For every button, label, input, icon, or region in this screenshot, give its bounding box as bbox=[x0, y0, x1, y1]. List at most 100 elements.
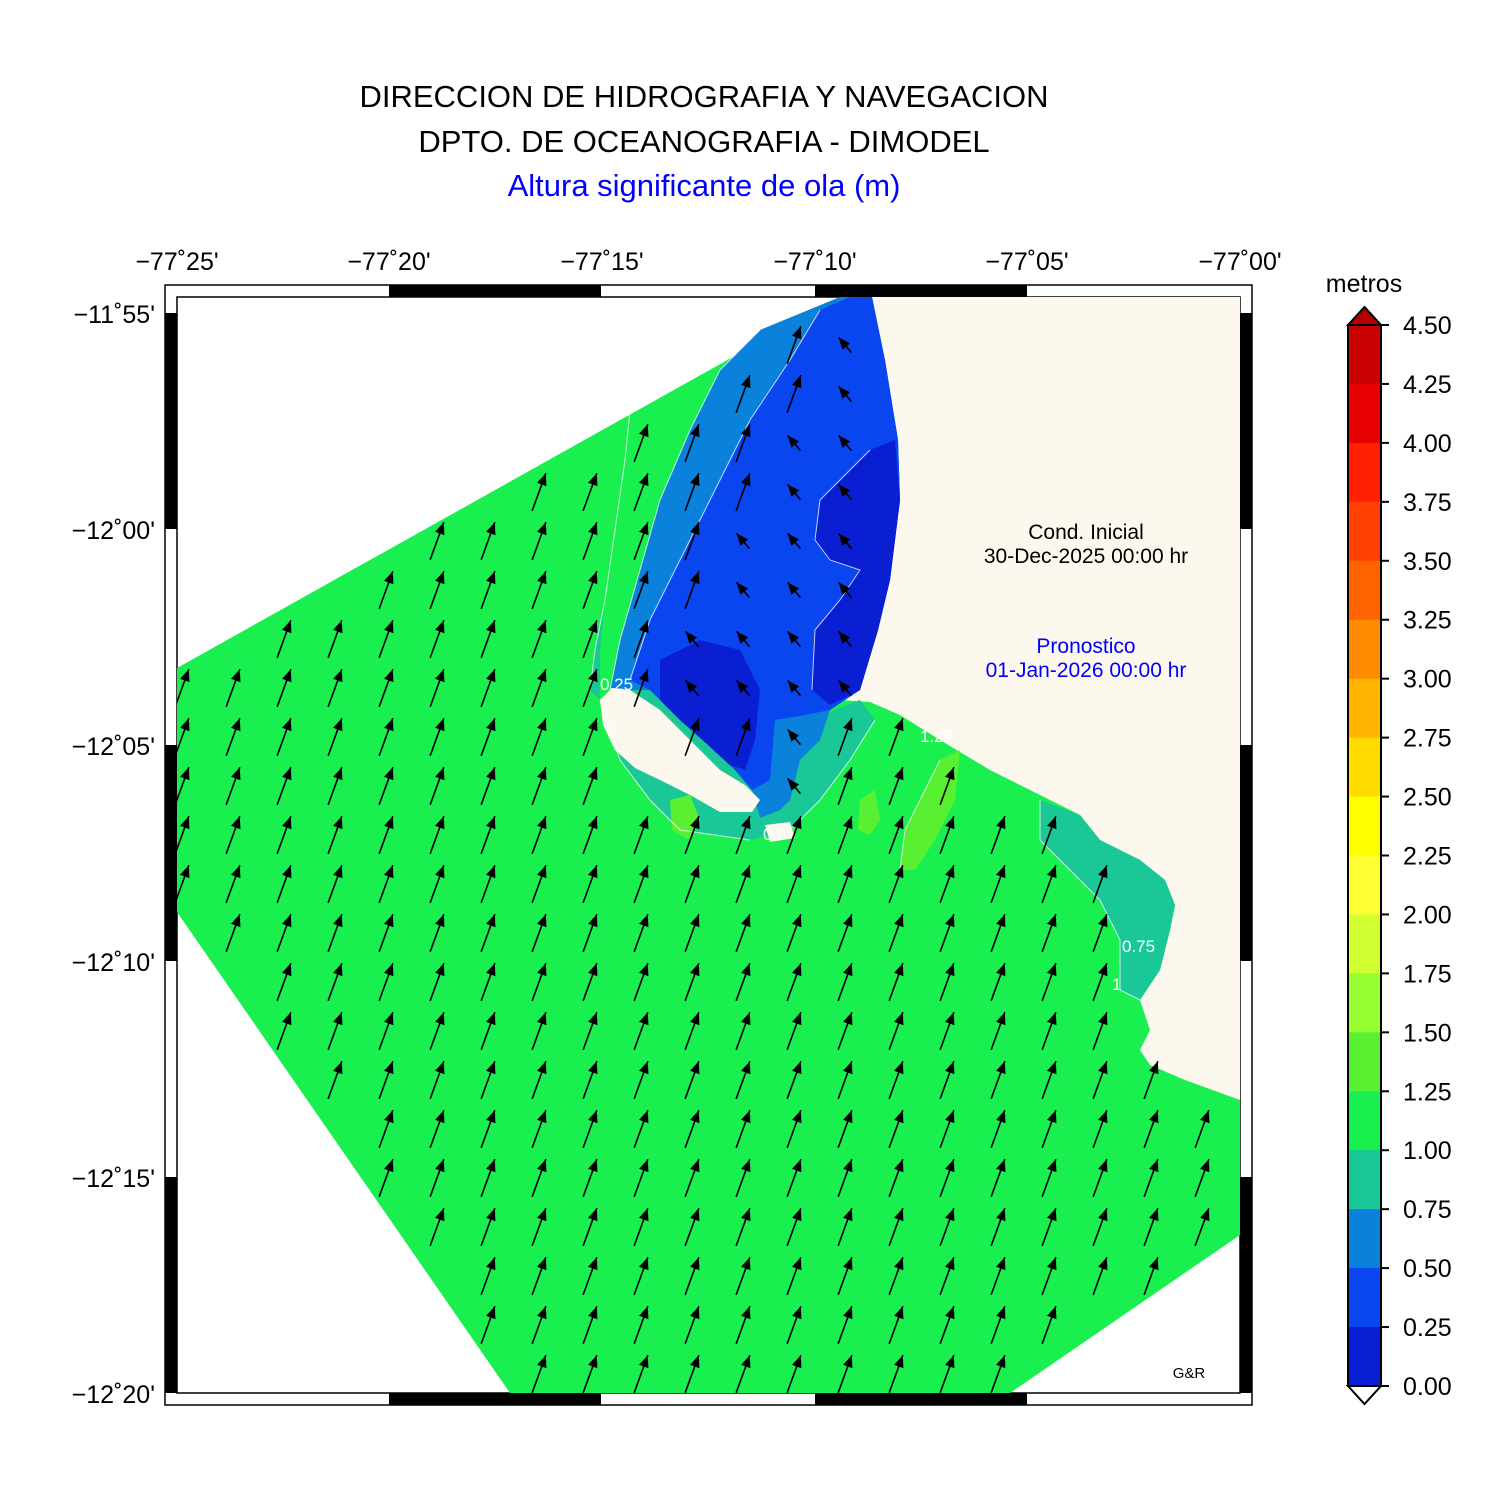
wave-arrow-head bbox=[690, 1012, 700, 1026]
wave-arrow-head bbox=[945, 1159, 955, 1173]
wave-arrow-head bbox=[690, 914, 700, 928]
wave-arrow-head bbox=[282, 767, 292, 781]
wave-arrow-head bbox=[486, 1061, 496, 1075]
wave-arrow-head bbox=[486, 1159, 496, 1173]
wave-arrow-head bbox=[486, 865, 496, 879]
colorbar-cell bbox=[1348, 1209, 1381, 1269]
wave-arrow-head bbox=[333, 718, 343, 732]
lat-label-1: −11˚55' bbox=[74, 301, 155, 329]
wave-arrow-head bbox=[384, 767, 394, 781]
wave-arrow-head bbox=[537, 1257, 547, 1271]
wave-arrow-head bbox=[741, 1012, 751, 1026]
wave-arrow-head bbox=[1149, 1110, 1159, 1124]
wave-arrow-head bbox=[384, 1061, 394, 1075]
wave-arrow-head bbox=[333, 1012, 343, 1026]
wave-arrow-head bbox=[180, 865, 190, 879]
colorbar-cell bbox=[1348, 1268, 1381, 1328]
wave-arrow-head bbox=[792, 1110, 802, 1124]
wave-arrow-head bbox=[537, 1208, 547, 1222]
wave-arrow-head bbox=[384, 718, 394, 732]
colorbar-cell bbox=[1348, 560, 1381, 621]
contour-label-1: 1 bbox=[1112, 975, 1121, 994]
wave-arrow-head bbox=[333, 620, 343, 634]
wave-arrow-head bbox=[741, 1208, 751, 1222]
wave-arrow-head bbox=[894, 1159, 904, 1173]
wave-arrow-head bbox=[792, 865, 802, 879]
wave-arrow-head bbox=[741, 816, 751, 830]
wave-arrow-head bbox=[1200, 1159, 1210, 1173]
wave-arrow-head bbox=[996, 1061, 1006, 1075]
wave-arrow-head bbox=[843, 1159, 853, 1173]
lat-label-5: −12˚15' bbox=[72, 1165, 155, 1193]
wave-arrow-head bbox=[690, 1110, 700, 1124]
wave-arrow-head bbox=[639, 1208, 649, 1222]
wave-arrow-head bbox=[486, 1257, 496, 1271]
wave-arrow-head bbox=[435, 1208, 445, 1222]
wave-arrow-head bbox=[537, 816, 547, 830]
wave-arrow-head bbox=[792, 1257, 802, 1271]
wave-arrow-head bbox=[588, 1306, 598, 1320]
wave-arrow-head bbox=[486, 767, 496, 781]
wave-arrow-head bbox=[787, 435, 800, 448]
wave-arrow-head bbox=[435, 718, 445, 732]
wave-arrow-head bbox=[838, 582, 851, 595]
wave-arrow-head bbox=[537, 1159, 547, 1173]
wave-arrow-head bbox=[894, 1257, 904, 1271]
wave-arrow-head bbox=[843, 767, 853, 781]
colorbar-tick-label: 2.75 bbox=[1403, 725, 1452, 753]
wave-arrow-head bbox=[1200, 1110, 1210, 1124]
wave-arrow-head bbox=[996, 816, 1006, 830]
wave-arrow-head bbox=[741, 1355, 751, 1369]
wave-arrow-head bbox=[384, 620, 394, 634]
wave-arrow-head bbox=[945, 816, 955, 830]
colorbar-cell bbox=[1348, 914, 1381, 974]
wave-arrow-head bbox=[792, 1061, 802, 1075]
colorbar-title: metros bbox=[1326, 270, 1402, 298]
wave-arrow-head bbox=[1047, 865, 1057, 879]
wave-arrow-head bbox=[639, 473, 649, 487]
band-0.00 bbox=[812, 440, 900, 705]
wave-arrow-head bbox=[435, 914, 445, 928]
wave-arrow-head bbox=[639, 1306, 649, 1320]
wave-arrow-head bbox=[639, 1257, 649, 1271]
wave-arrow-head bbox=[945, 1061, 955, 1075]
wave-arrow-head bbox=[996, 1355, 1006, 1369]
wave-arrow-head bbox=[384, 963, 394, 977]
wave-arrow-head bbox=[435, 571, 445, 585]
wave-arrow-head bbox=[588, 718, 598, 732]
wave-arrow-head bbox=[333, 1061, 343, 1075]
wave-arrow-head bbox=[639, 816, 649, 830]
wave-arrow-head bbox=[1149, 1061, 1159, 1075]
wave-arrow-head bbox=[843, 1110, 853, 1124]
wave-arrow-head bbox=[435, 620, 445, 634]
wave-arrow-head bbox=[792, 816, 802, 830]
wave-arrow-head bbox=[1098, 1110, 1108, 1124]
wave-arrow-head bbox=[945, 1257, 955, 1271]
wave-arrow-head bbox=[894, 963, 904, 977]
wave-arrow-head bbox=[741, 424, 751, 438]
wave-arrow-head bbox=[537, 914, 547, 928]
colorbar-tick-label: 2.00 bbox=[1403, 901, 1452, 929]
wave-arrow-head bbox=[537, 1012, 547, 1026]
wave-arrow-head bbox=[843, 1208, 853, 1222]
wave-arrow-head bbox=[1098, 1061, 1108, 1075]
wave-arrow-head bbox=[945, 767, 955, 781]
wave-arrow-head bbox=[384, 1159, 394, 1173]
wave-arrow-head bbox=[435, 1110, 445, 1124]
wave-arrow-head bbox=[435, 1012, 445, 1026]
wave-arrow-head bbox=[1149, 1208, 1159, 1222]
wave-arrow-head bbox=[690, 1061, 700, 1075]
title-line-3: Altura significante de ola (m) bbox=[507, 168, 901, 203]
wave-arrow-head bbox=[486, 669, 496, 683]
wave-arrow-head bbox=[1047, 1257, 1057, 1271]
wave-arrow-head bbox=[690, 865, 700, 879]
colorbar-cell bbox=[1348, 1091, 1381, 1151]
wave-arrow-head bbox=[180, 718, 190, 732]
wave-arrow-head bbox=[333, 767, 343, 781]
island bbox=[600, 688, 760, 812]
wave-arrow-head bbox=[384, 669, 394, 683]
wave-arrow-head bbox=[945, 1355, 955, 1369]
wave-arrow-head bbox=[282, 718, 292, 732]
wave-arrow-head bbox=[1098, 963, 1108, 977]
wave-arrow-head bbox=[843, 1061, 853, 1075]
